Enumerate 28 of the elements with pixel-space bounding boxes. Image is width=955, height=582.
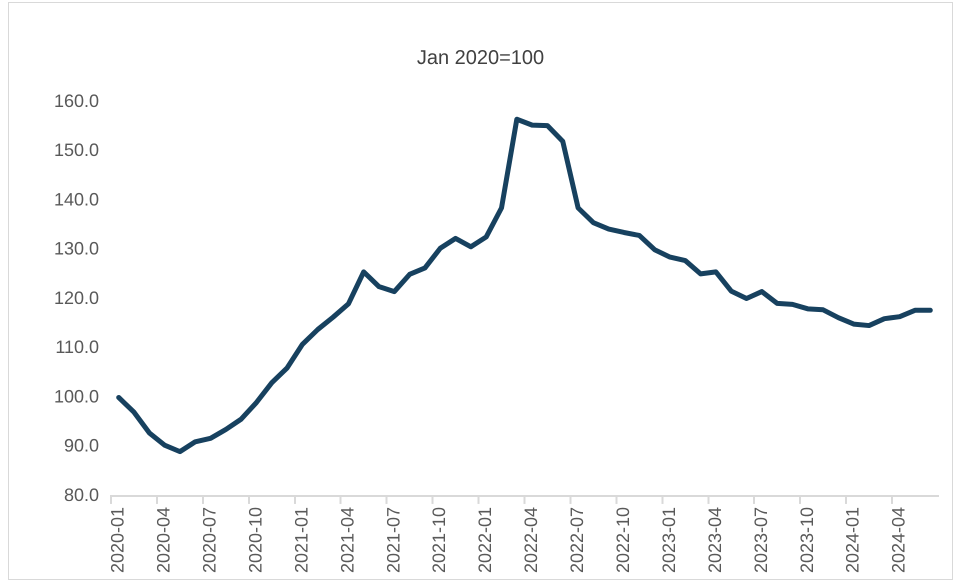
y-tick-label: 140.0 (54, 189, 100, 210)
x-tick-label: 2021-01 (291, 506, 312, 574)
x-tick-label: 2023-01 (658, 506, 679, 574)
x-tick-label: 2023-07 (750, 506, 771, 574)
x-tick-label: 2020-04 (154, 506, 174, 574)
x-tick-label: 2023-04 (704, 506, 725, 574)
y-tick-label: 100.0 (54, 386, 100, 406)
y-tick-label: 150.0 (54, 140, 100, 160)
x-tick-label: 2022-04 (521, 506, 542, 574)
chart-title: Jan 2020=100 (416, 47, 546, 70)
x-tick-label: 2021-07 (383, 506, 404, 574)
y-tick-label: 120.0 (54, 288, 100, 308)
x-tick-label: 2023-10 (796, 506, 817, 574)
x-tick-label: 2020-01 (108, 506, 128, 574)
x-tick-label: 2022-07 (567, 506, 588, 574)
x-tick-label: 2024-01 (842, 506, 863, 574)
x-tick-label: 2022-10 (613, 506, 633, 574)
y-tick-label: 160.0 (54, 90, 100, 111)
y-tick-label: 130.0 (54, 238, 100, 259)
x-tick-label: 2020-10 (245, 506, 266, 574)
x-tick-label: 2020-07 (200, 506, 220, 574)
x-tick-label: 2024-04 (888, 506, 909, 574)
x-tick-label: 2021-10 (429, 506, 450, 574)
x-tick-label: 2022-01 (475, 506, 496, 574)
y-tick-label: 110.0 (55, 337, 100, 358)
x-tick-label: 2021-04 (337, 506, 358, 574)
y-tick-label: 90.0 (64, 436, 100, 456)
y-tick-label: 80.0 (64, 484, 100, 505)
